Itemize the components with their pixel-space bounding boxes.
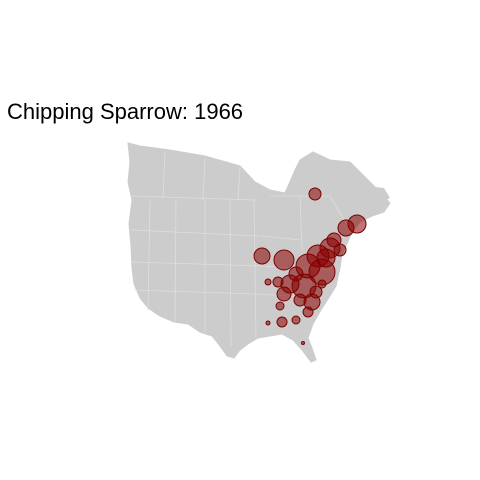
point <box>253 247 271 265</box>
point <box>316 248 336 268</box>
point <box>301 341 305 345</box>
point <box>317 279 327 289</box>
point <box>293 293 307 307</box>
point <box>264 278 272 286</box>
point <box>276 286 292 302</box>
land-maritime <box>368 186 390 204</box>
observation-points <box>253 187 367 345</box>
point <box>272 276 284 288</box>
point <box>276 316 288 328</box>
map-title: Chipping Sparrow: 1966 <box>7 99 244 124</box>
point <box>337 219 355 237</box>
point <box>302 306 314 318</box>
point <box>308 187 322 201</box>
point <box>273 249 295 271</box>
point <box>275 301 285 311</box>
point <box>291 315 301 325</box>
point <box>265 320 271 326</box>
point <box>333 243 347 257</box>
